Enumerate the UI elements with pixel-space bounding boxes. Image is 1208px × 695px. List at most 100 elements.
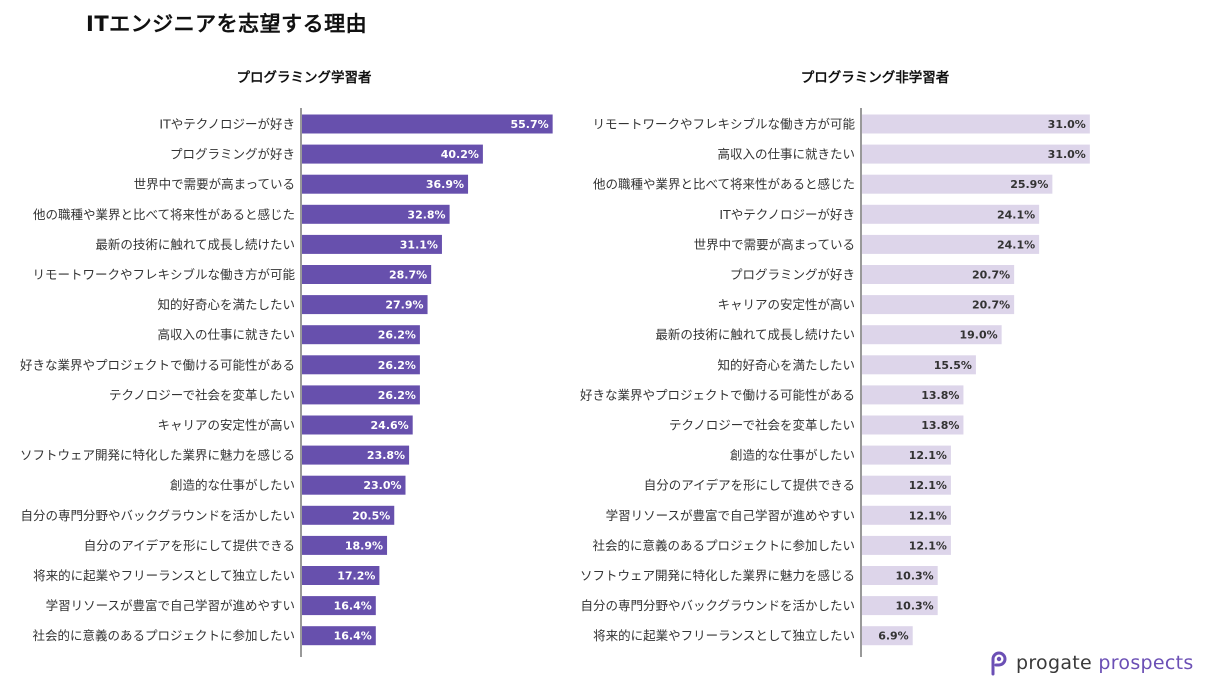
learner-bar — [302, 535, 388, 555]
learner-value-label: 36.9% — [426, 178, 464, 191]
nonlearner-bar — [862, 535, 951, 555]
nonlearner-value-label: 25.9% — [1010, 178, 1048, 191]
learner-category-label: ITやテクノロジーが好き — [159, 117, 295, 132]
nonlearner-value-label: 31.0% — [1048, 148, 1086, 161]
nonlearner-bar — [862, 505, 951, 525]
nonlearner-bar — [862, 295, 1015, 315]
brand-logo: progate prospects — [988, 650, 1194, 676]
learner-bar — [302, 204, 450, 224]
learner-value-label: 32.8% — [407, 208, 445, 221]
learner-bar — [302, 415, 413, 435]
learner-category-label: 好きな業界やプロジェクトで働ける可能性がある — [20, 357, 295, 372]
learner-value-label: 18.9% — [345, 539, 383, 552]
nonlearner-category-label: 自分の専門分野やバックグラウンドを活かしたい — [580, 598, 855, 613]
nonlearner-value-label: 12.1% — [909, 509, 947, 522]
nonlearner-bar — [862, 204, 1040, 224]
learner-category-label: プログラミングが好き — [170, 147, 295, 162]
learner-category-label: 自分のアイデアを形にして提供できる — [84, 538, 295, 553]
progate-logo-icon — [991, 651, 1007, 676]
learner-category-label: 創造的な仕事がしたい — [170, 478, 295, 493]
nonlearner-value-label: 20.7% — [972, 269, 1010, 282]
nonlearner-category-label: 世界中で需要が高まっている — [694, 237, 855, 252]
nonlearner-category-label: ITやテクノロジーが好き — [719, 207, 855, 222]
nonlearner-bar — [862, 596, 938, 616]
nonlearner-value-label: 6.9% — [878, 630, 909, 643]
nonlearner-category-label: 好きな業界やプロジェクトで働ける可能性がある — [580, 387, 855, 402]
brand-word-prospects: prospects — [1098, 652, 1194, 674]
learner-bar — [302, 174, 469, 194]
nonlearner-value-label: 20.7% — [972, 299, 1010, 312]
learner-bar — [302, 385, 420, 405]
learner-bar — [302, 144, 483, 164]
learner-category-label: 社会的に意義のあるプロジェクトに参加したい — [32, 628, 295, 643]
nonlearner-bar — [862, 355, 976, 375]
nonlearner-bar — [862, 174, 1053, 194]
learner-bar — [302, 234, 442, 254]
nonlearner-bar — [862, 114, 1090, 134]
learner-bar — [302, 566, 380, 585]
learner-chart-title: プログラミング学習者 — [237, 69, 372, 86]
learner-category-label: 最新の技術に触れて成長し続けたい — [95, 237, 295, 252]
nonlearner-bar — [862, 475, 951, 495]
learner-bar — [302, 265, 432, 284]
nonlearner-value-label: 24.1% — [997, 238, 1035, 251]
learner-value-label: 27.9% — [385, 299, 423, 312]
nonlearner-bar — [862, 626, 913, 646]
learner-value-label: 23.0% — [363, 479, 401, 492]
nonlearner-value-label: 15.5% — [934, 359, 972, 372]
nonlearner-category-label: 社会的に意義のあるプロジェクトに参加したい — [592, 538, 855, 553]
nonlearner-category-label: 他の職種や業界と比べて将来性があると感じた — [593, 177, 855, 192]
learner-category-label: 高収入の仕事に就きたい — [157, 327, 295, 342]
learner-bar — [302, 325, 420, 345]
nonlearner-bar — [862, 265, 1015, 284]
learner-bar — [302, 445, 410, 465]
brand-wordmark: progate prospects — [1016, 652, 1194, 674]
nonlearner-category-label: リモートワークやフレキシブルな働き方が可能 — [592, 117, 855, 132]
chart-learners: プログラミング学習者 ITやテクノロジーが好き 55.7% プログラミングが好き 40.… — [20, 69, 553, 657]
page-title: ITエンジニアを志望する理由 — [86, 12, 368, 36]
learner-category-label: 知的好奇心を満たしたい — [157, 297, 295, 312]
learner-value-label: 24.6% — [371, 419, 409, 432]
learner-category-label: リモートワークやフレキシブルな働き方が可能 — [32, 267, 295, 282]
nonlearner-value-label: 24.1% — [997, 208, 1035, 221]
learner-value-label: 31.1% — [400, 238, 438, 251]
learner-category-label: ソフトウェア開発に特化した業界に魅力を感じる — [20, 448, 295, 463]
nonlearner-bar — [862, 566, 938, 585]
brand-word-progate: progate — [1016, 652, 1093, 674]
nonlearner-value-label: 10.3% — [896, 570, 934, 583]
nonlearner-category-label: 創造的な仕事がしたい — [730, 448, 855, 463]
learner-value-label: 28.7% — [389, 269, 427, 282]
nonlearner-value-label: 12.1% — [909, 449, 947, 462]
learner-bar — [302, 114, 553, 134]
learner-value-label: 16.4% — [334, 630, 372, 643]
learner-value-label: 23.8% — [367, 449, 405, 462]
learner-bar — [302, 295, 428, 315]
nonlearner-value-label: 13.8% — [921, 419, 959, 432]
learner-bar — [302, 355, 420, 375]
learner-value-label: 20.5% — [352, 509, 390, 522]
learner-bar — [302, 596, 376, 616]
nonlearner-bar — [862, 325, 1002, 345]
learner-category-label: 世界中で需要が高まっている — [134, 177, 295, 192]
learner-value-label: 40.2% — [441, 148, 479, 161]
learner-category-label: 他の職種や業界と比べて将来性があると感じた — [33, 207, 295, 222]
nonlearner-value-label: 19.0% — [959, 329, 997, 342]
nonlearner-bar — [862, 385, 964, 405]
learner-category-label: 学習リソースが豊富で自己学習が進めやすい — [46, 598, 295, 613]
learner-bar — [302, 626, 376, 646]
nonlearner-category-label: 知的好奇心を満たしたい — [717, 357, 855, 372]
learner-category-label: キャリアの安定性が高い — [157, 418, 295, 433]
nonlearner-bar — [862, 445, 951, 465]
learner-value-label: 26.2% — [378, 359, 416, 372]
nonlearner-category-label: 学習リソースが豊富で自己学習が進めやすい — [606, 508, 855, 523]
learner-category-label: 自分の専門分野やバックグラウンドを活かしたい — [20, 508, 295, 523]
learner-value-label: 55.7% — [510, 118, 548, 131]
nonlearner-category-label: キャリアの安定性が高い — [717, 297, 855, 312]
learner-value-label: 26.2% — [378, 329, 416, 342]
nonlearner-value-label: 12.1% — [909, 479, 947, 492]
learner-value-label: 17.2% — [337, 570, 375, 583]
learner-bar — [302, 475, 406, 495]
nonlearner-category-label: 最新の技術に触れて成長し続けたい — [655, 327, 855, 342]
nonlearner-value-label: 12.1% — [909, 539, 947, 552]
nonlearner-bar — [862, 144, 1090, 164]
